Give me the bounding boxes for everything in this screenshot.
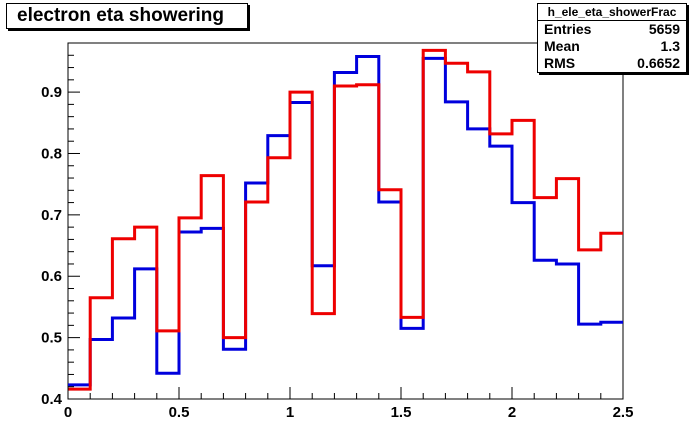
stats-value: 0.6652 (637, 55, 680, 71)
y-tick-label: 0.6 (41, 268, 62, 285)
x-tick-label: 2 (508, 404, 516, 421)
stats-row-mean: Mean 1.3 (538, 38, 686, 55)
stats-row-entries: Entries 5659 (538, 21, 686, 38)
y-tick-label: 0.4 (41, 391, 63, 408)
stats-label: RMS (544, 55, 576, 71)
stats-label: Entries (544, 21, 592, 37)
series-layer (68, 48, 623, 391)
histogram-series-1 (68, 55, 623, 387)
y-tick-label: 0.7 (41, 207, 62, 224)
y-tick-label: 0.9 (41, 84, 62, 101)
x-tick-label: 1 (286, 404, 294, 421)
stats-box: h_ele_eta_showerFrac Entries 5659 Mean 1… (537, 3, 687, 73)
y-tick-label: 0.8 (41, 145, 62, 162)
chart-title: electron eta showering (17, 5, 224, 26)
title-box: electron eta showering (6, 3, 248, 29)
y-tick-label: 0.5 (41, 330, 62, 347)
x-tick-label: 2.5 (613, 404, 634, 421)
plot-frame (67, 42, 624, 400)
stats-row-rms: RMS 0.6652 (538, 55, 686, 72)
x-tick-label: 1.5 (391, 404, 412, 421)
stats-value: 1.3 (660, 38, 680, 54)
x-tick-label: 0.5 (169, 404, 190, 421)
stats-histogram-name: h_ele_eta_showerFrac (538, 4, 686, 21)
x-tick-label: 0 (64, 404, 72, 421)
stats-value: 5659 (648, 21, 680, 37)
stats-label: Mean (544, 38, 580, 54)
histogram-series-2 (68, 48, 623, 391)
axis-layer: 0 0.5 1 1.5 2 2.5 0.4 0.5 0.6 0.7 0.8 0.9 (41, 42, 634, 421)
